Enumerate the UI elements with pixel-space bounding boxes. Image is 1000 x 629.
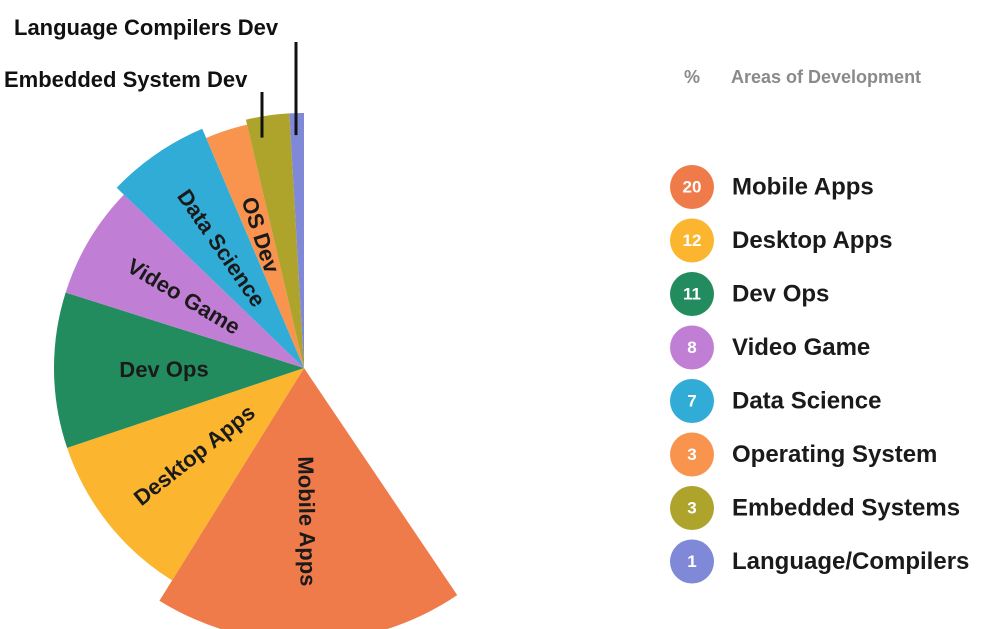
legend-label: Language/Compilers [732,548,969,575]
slice-mobile-apps [159,368,458,629]
slice-video-game [65,194,304,368]
legend-title: Areas of Development [731,67,921,87]
slice-label-dev-ops: Dev Ops [119,356,208,382]
legend-item-embedded-systems: 3 Embedded Systems [670,486,960,530]
legend-item-data-science: 7 Data Science [670,379,881,423]
legend-item-desktop-apps: 12 Desktop Apps [670,218,892,263]
chart-callouts: Embedded System Dev Language Compilers De… [4,15,298,138]
slice-embedded-systems [245,113,304,368]
legend-item-language-compilers: 1 Language/Compilers [670,539,969,584]
legend-item-dev-ops: 11 Dev Ops [670,272,829,316]
legend-value: 3 [687,445,696,464]
legend-item-video-game: 8 Video Game [670,325,870,370]
legend-value: 7 [687,392,696,411]
legend-item-operating-system: 3 Operating System [670,432,937,477]
legend-value: 3 [687,499,696,518]
legend-swatch [670,379,714,423]
legend-swatch [670,272,714,316]
legend-swatch [670,486,714,530]
slice-desktop-apps [67,368,305,581]
legend-swatch [670,432,714,477]
legend-label: Desktop Apps [732,227,892,254]
chart-legend: % Areas of Development 20 Mobile Apps 12 De… [670,67,969,584]
legend-label: Dev Ops [732,281,829,308]
legend-value: 20 [683,178,702,197]
legend-label: Data Science [732,388,881,415]
legend-unit-header: % [684,67,700,87]
legend-label: Embedded Systems [732,495,960,522]
slice-label-mobile-apps: Mobile Apps [293,456,320,586]
slice-operating-system [206,124,304,368]
legend-value: 8 [687,338,696,357]
legend-swatch [670,539,714,584]
legend-label: Mobile Apps [732,174,874,201]
legend-item-mobile-apps: 20 Mobile Apps [670,165,874,209]
slice-data-science [116,128,305,368]
legend-value: 12 [683,231,702,250]
legend-swatch [670,218,714,263]
legend-value: 11 [683,285,701,304]
callout-label-language-compilers-dev: Language Compilers Dev [14,15,279,40]
legend-label: Video Game [732,334,870,361]
legend-swatch [670,325,714,370]
legend-label: Operating System [732,441,937,468]
legend-value: 1 [687,552,696,571]
callout-label-embedded-system-dev: Embedded System Dev [4,67,248,92]
slice-dev-ops [53,292,304,448]
slice-language-compilers [289,113,304,368]
legend-swatch [670,165,714,209]
chart-slices [53,113,458,629]
